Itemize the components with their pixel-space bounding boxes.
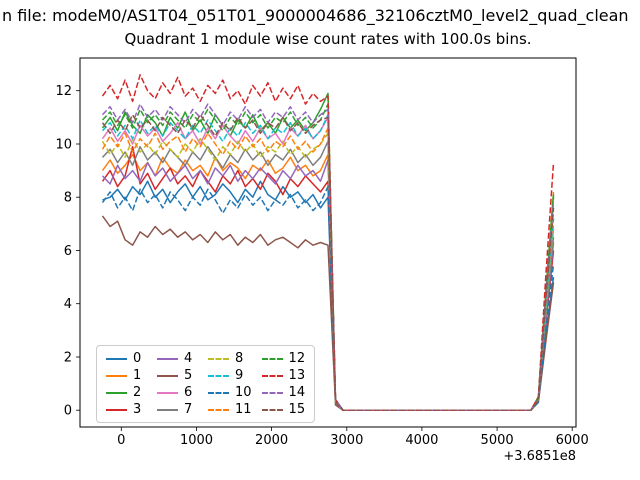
legend-label: 2: [133, 385, 142, 400]
legend-line-sample: [208, 357, 229, 360]
x-tick-label: 1000: [180, 433, 213, 448]
legend-label: 12: [288, 351, 306, 366]
legend-line-sample: [261, 391, 283, 394]
legend-line-sample: [261, 357, 283, 360]
legend-label: 10: [235, 385, 252, 400]
legend-line-sample: [261, 374, 283, 377]
legend-item-2: 2: [106, 384, 147, 401]
legend-label: 4: [184, 351, 193, 366]
legend-line-sample: [208, 374, 229, 377]
y-tick-label: 0: [64, 404, 72, 419]
legend-line-sample: [106, 374, 127, 377]
legend-item-0: 0: [106, 350, 147, 367]
series-line-14: [101, 103, 555, 411]
x-tick-label: 3000: [330, 433, 363, 448]
legend-label: 3: [133, 402, 142, 417]
series-line-15: [101, 113, 555, 411]
legend-label: 15: [288, 402, 306, 417]
x-axis-offset-label: +3.6851e8: [503, 449, 576, 464]
legend-item-13: 13: [261, 367, 306, 384]
y-tick-label: 6: [64, 244, 72, 259]
legend-line-sample: [106, 408, 127, 411]
y-tick-label: 8: [64, 191, 72, 206]
figure-title-filename: n file: modeM0/AS1T04_051T01_9000004686_…: [2, 6, 629, 25]
legend-item-15: 15: [261, 401, 306, 418]
legend-label: 11: [235, 402, 252, 417]
y-tick-label: 10: [55, 138, 72, 153]
legend-line-sample: [261, 408, 283, 411]
series-line-11: [101, 127, 555, 411]
legend-item-12: 12: [261, 350, 306, 367]
legend-label: 0: [133, 351, 142, 366]
legend-line-sample: [208, 391, 229, 394]
axes-title: Quadrant 1 module wise count rates with …: [124, 30, 532, 48]
legend-line-sample: [157, 391, 178, 394]
legend-item-1: 1: [106, 367, 147, 384]
legend-item-11: 11: [208, 401, 252, 418]
legend-item-10: 10: [208, 384, 252, 401]
legend-item-14: 14: [261, 384, 306, 401]
legend-label: 8: [235, 351, 244, 366]
legend-line-sample: [157, 408, 178, 411]
legend-item-3: 3: [106, 401, 147, 418]
legend-item-5: 5: [157, 367, 198, 384]
legend-label: 13: [288, 368, 306, 383]
legend-line-sample: [106, 357, 127, 360]
y-tick-label: 2: [64, 351, 72, 366]
legend-line-sample: [157, 357, 178, 360]
axes-spines: [79, 57, 577, 428]
legend-line-sample: [157, 374, 178, 377]
legend-label: 9: [235, 368, 244, 383]
legend-item-4: 4: [157, 350, 198, 367]
x-tick-label: 0: [117, 433, 125, 448]
y-tick-label: 4: [64, 297, 72, 312]
legend-item-8: 8: [208, 350, 252, 367]
y-tick-label: 12: [55, 84, 72, 99]
x-tick-label: 6000: [556, 433, 589, 448]
x-tick-label: 4000: [405, 433, 438, 448]
legend: 0 1 2 3 4 5 6 7 8 9 10 11 12 13 14 15: [96, 345, 316, 423]
legend-label: 7: [184, 402, 193, 417]
x-tick-label: 5000: [481, 433, 514, 448]
legend-label: 14: [288, 385, 306, 400]
legend-item-9: 9: [208, 367, 252, 384]
x-tick-label: 2000: [255, 433, 288, 448]
legend-label: 6: [184, 385, 193, 400]
legend-line-sample: [208, 408, 229, 411]
legend-line-sample: [106, 391, 127, 394]
legend-item-6: 6: [157, 384, 198, 401]
legend-label: 1: [133, 368, 142, 383]
legend-label: 5: [184, 368, 193, 383]
legend-item-7: 7: [157, 401, 198, 418]
